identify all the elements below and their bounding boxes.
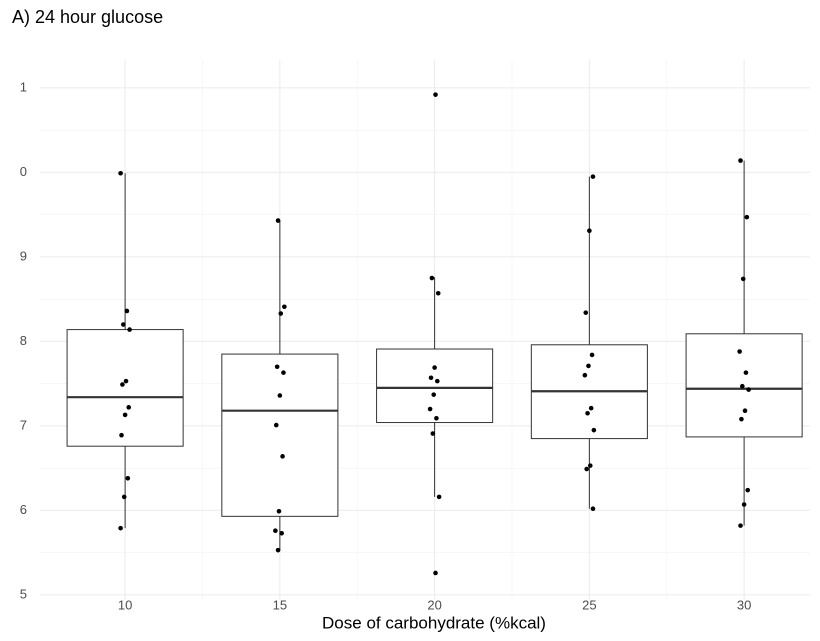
- point: [279, 530, 284, 536]
- point: [428, 375, 434, 381]
- point: [275, 547, 281, 553]
- point: [745, 487, 751, 493]
- point: [273, 422, 279, 428]
- point: [435, 378, 440, 384]
- point: [582, 372, 588, 378]
- x-tick-label: 15: [273, 597, 287, 612]
- point: [588, 405, 594, 411]
- point: [744, 214, 750, 220]
- point: [276, 508, 282, 514]
- point: [738, 158, 743, 163]
- point: [591, 427, 597, 433]
- point: [741, 502, 747, 507]
- point: [587, 463, 593, 468]
- chart-title: A) 24 hour glucose: [12, 7, 163, 27]
- point: [431, 392, 437, 397]
- point: [738, 523, 743, 528]
- point: [119, 432, 124, 438]
- point: [125, 476, 131, 481]
- point: [430, 431, 436, 436]
- point: [429, 275, 435, 281]
- point: [121, 322, 126, 327]
- y-tick-label: 1: [20, 79, 27, 94]
- point: [126, 405, 132, 410]
- point: [590, 174, 596, 179]
- point: [274, 364, 280, 370]
- point: [123, 378, 129, 384]
- box: [376, 348, 494, 424]
- point: [433, 92, 438, 97]
- point: [432, 365, 437, 370]
- point: [433, 570, 438, 576]
- y-tick-label: 0: [20, 164, 27, 179]
- point: [281, 370, 286, 375]
- y-tick-label: 7: [20, 417, 27, 432]
- point: [740, 383, 745, 389]
- y-tick-label: 5: [20, 586, 27, 601]
- point: [121, 494, 127, 500]
- y-tick-label: 8: [20, 333, 27, 348]
- x-tick-label: 25: [582, 597, 596, 612]
- point: [743, 370, 749, 375]
- x-tick-label: 30: [737, 597, 751, 612]
- point: [427, 406, 433, 412]
- point: [277, 393, 283, 398]
- point: [585, 410, 590, 416]
- point: [124, 308, 130, 314]
- point: [120, 382, 125, 387]
- point: [584, 466, 589, 472]
- point: [278, 311, 284, 316]
- point: [118, 525, 123, 531]
- point: [118, 170, 123, 176]
- point: [583, 310, 589, 315]
- point: [742, 408, 748, 414]
- point: [590, 506, 596, 512]
- point: [436, 494, 442, 500]
- point: [589, 352, 595, 358]
- point: [282, 304, 287, 310]
- point: [280, 454, 285, 459]
- point: [435, 290, 441, 296]
- box: [221, 353, 339, 517]
- point: [746, 387, 751, 392]
- point: [737, 349, 742, 354]
- box: [66, 329, 184, 447]
- point: [122, 412, 128, 418]
- point: [586, 363, 591, 369]
- y-tick-label: 9: [20, 248, 27, 263]
- point: [587, 228, 592, 234]
- point: [273, 528, 278, 534]
- x-axis-label: Dose of carbohydrate (%kcal): [322, 613, 546, 632]
- x-tick-label: 20: [427, 597, 441, 612]
- point: [275, 218, 281, 223]
- y-tick-label: 6: [20, 502, 27, 517]
- x-tick-label: 10: [118, 597, 132, 612]
- point: [740, 276, 746, 282]
- point: [127, 327, 132, 332]
- point: [434, 416, 439, 421]
- point: [739, 416, 744, 422]
